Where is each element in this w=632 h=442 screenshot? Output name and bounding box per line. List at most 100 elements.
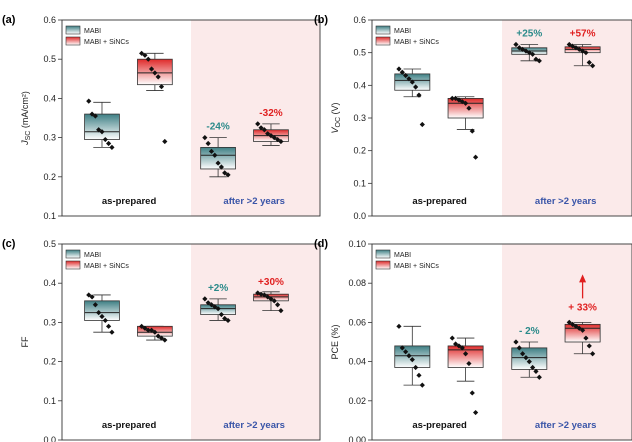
- data-point: [208, 148, 215, 154]
- data-point: [89, 111, 95, 117]
- data-point: [463, 100, 469, 106]
- y-axis-title-unit: (V): [330, 102, 340, 117]
- data-point: [520, 46, 526, 52]
- legend-swatch-mabi-sincs: [65, 260, 81, 270]
- data-point: [212, 152, 218, 158]
- y-tick-label: 0.5: [43, 54, 56, 64]
- data-point: [526, 359, 532, 365]
- data-point: [96, 127, 102, 133]
- data-point: [86, 98, 92, 104]
- data-point: [202, 135, 208, 141]
- y-tick-label: 0.4: [43, 278, 56, 288]
- legend: MABI MABI + SiNCs: [375, 25, 439, 46]
- data-point: [456, 97, 462, 103]
- data-point: [523, 355, 529, 361]
- y-tick-label: 0.1: [43, 211, 56, 221]
- data-point: [419, 121, 425, 128]
- data-point: [261, 292, 267, 298]
- y-tick-label: 0.5: [353, 48, 366, 58]
- data-point: [162, 337, 168, 343]
- data-point: [268, 296, 274, 302]
- data-point: [109, 144, 115, 150]
- change-label-mabi-sincs: -32%: [259, 108, 282, 119]
- data-point: [406, 353, 412, 359]
- data-point: [413, 364, 419, 371]
- data-point: [530, 364, 536, 371]
- y-tick-label: 0.4: [43, 93, 56, 103]
- data-point: [452, 341, 459, 347]
- data-point: [516, 345, 522, 351]
- data-point: [145, 327, 151, 333]
- data-point: [218, 164, 224, 170]
- data-point: [99, 129, 105, 135]
- y-tick-label: 0.08: [348, 278, 366, 288]
- box-iqr: [84, 113, 120, 140]
- data-point: [409, 357, 415, 363]
- data-point: [139, 50, 145, 56]
- legend-label-mabi: MABI: [84, 28, 101, 35]
- box-mabi-aged: [200, 296, 236, 324]
- change-label-mabi-sincs: +30%: [258, 277, 284, 288]
- data-point: [92, 302, 98, 308]
- data-point: [416, 92, 422, 98]
- data-point: [533, 368, 539, 374]
- data-point: [403, 72, 409, 79]
- data-point: [580, 327, 586, 333]
- y-tick-label: 0.3: [43, 133, 56, 143]
- data-point: [265, 131, 271, 137]
- data-point: [473, 154, 479, 160]
- change-label-mabi: - 2%: [519, 326, 540, 337]
- legend-label-mabi: MABI: [394, 252, 411, 259]
- data-point: [419, 382, 425, 388]
- data-point: [265, 294, 271, 300]
- group-label-aged: after >2 years: [223, 196, 285, 207]
- box-mabi-sincs-as-prepared: [137, 50, 173, 145]
- data-point: [586, 343, 592, 349]
- y-axis-title: FF: [20, 336, 30, 347]
- data-point: [523, 48, 529, 54]
- data-point: [274, 136, 281, 143]
- legend-swatch-mabi: [375, 25, 391, 35]
- y-tick-label: 0.6: [43, 15, 56, 25]
- group-label-as-prepared: as-prepared: [102, 420, 157, 431]
- y-tick-label: 0.06: [348, 317, 366, 327]
- y-tick-label: 0.04: [348, 357, 366, 367]
- aged-region-shade: [191, 244, 320, 440]
- data-point: [583, 335, 589, 341]
- data-point: [152, 329, 158, 335]
- legend-swatch-mabi: [375, 249, 391, 259]
- y-tick-label: 0.00: [348, 435, 366, 442]
- box-mabi-aged: [511, 339, 548, 380]
- box-mabi-as-prepared: [84, 98, 120, 150]
- y-tick-label: 0.3: [43, 317, 56, 327]
- data-point: [158, 335, 165, 341]
- group-label-as-prepared: as-prepared: [412, 420, 467, 431]
- legend-swatch-mabi: [65, 25, 81, 35]
- legend-label-mabi: MABI: [394, 28, 411, 35]
- panel-d: 0.00 0.02 0.04 0.06 0.08 0.10 (d) PCE (%) - 2% + …: [314, 238, 632, 442]
- box-mabi-sincs-as-prepared: [447, 335, 484, 416]
- y-tick-label: 0.5: [43, 239, 56, 249]
- data-point: [212, 304, 218, 310]
- data-point: [416, 372, 422, 378]
- y-axis-title-main: V: [330, 127, 340, 134]
- data-point: [139, 323, 145, 329]
- data-point: [399, 345, 405, 351]
- legend-swatch-mabi-sincs: [375, 260, 391, 270]
- data-point: [466, 360, 472, 367]
- change-label-mabi-sincs: +57%: [570, 29, 596, 40]
- data-point: [473, 409, 479, 416]
- data-point: [258, 125, 264, 131]
- data-point: [86, 292, 92, 298]
- panel-b: 0.0 0.1 0.2 0.3 0.4 0.5 0.6 (b) VOC (V) +25% +57% a…: [314, 14, 632, 221]
- panel-label: (d): [314, 238, 328, 250]
- data-point: [218, 311, 224, 318]
- increase-arrow-head: [579, 274, 587, 283]
- y-tick-label: 0.0: [353, 211, 366, 221]
- data-point: [536, 374, 542, 380]
- data-point: [102, 136, 108, 143]
- legend-label-mabi-sincs: MABI + SiNCs: [84, 39, 129, 46]
- data-point: [399, 69, 405, 75]
- data-point: [155, 74, 161, 80]
